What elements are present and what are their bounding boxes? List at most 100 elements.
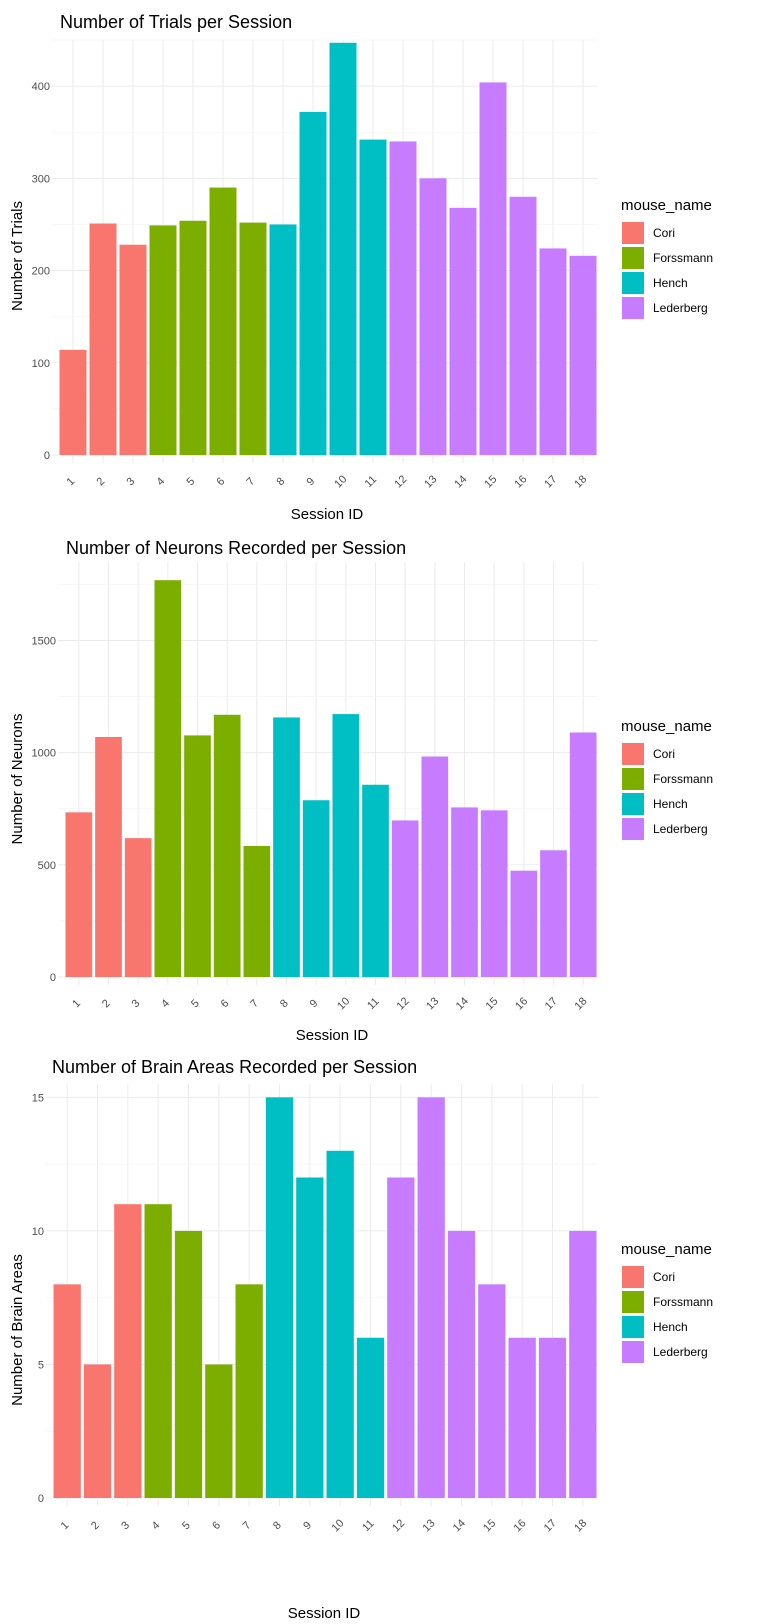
bar-session-12 (389, 141, 417, 455)
bar-session-8 (273, 717, 300, 977)
bar-session-8 (269, 224, 297, 455)
x-tick-label: 5 (189, 997, 202, 1010)
legend-entry-hench: Hench (622, 272, 688, 294)
legend-title: mouse_name (621, 718, 712, 735)
x-tick-label: 5 (180, 1519, 193, 1532)
y-axis-title: Number of Neurons (9, 714, 26, 845)
legend-label: Lederberg (653, 822, 708, 836)
x-tick-label: 17 (542, 1517, 559, 1534)
x-tick-label: 7 (241, 1519, 254, 1532)
x-tick-label: 18 (572, 1517, 589, 1534)
x-tick-label: 1 (59, 1519, 72, 1532)
y-tick-label: 0 (38, 1493, 44, 1505)
bar-session-3 (124, 838, 152, 977)
bar-session-3 (114, 1204, 142, 1498)
legend: mouse_name Cori Forssmann Hench Lederberg (621, 197, 713, 319)
legend-label: Forssmann (653, 251, 713, 265)
x-tick-label: 3 (119, 1519, 132, 1532)
bar-session-13 (419, 178, 447, 456)
legend-swatch (622, 1291, 644, 1313)
bar-session-9 (302, 800, 330, 977)
x-ticks: 1 2 3 4 5 6 7 8 9 10 11 12 13 14 15 16 17 18 (59, 1517, 590, 1534)
x-tick-label: 18 (572, 995, 589, 1012)
bar-session-5 (179, 220, 207, 455)
y-ticks: 0 500 1000 1500 (32, 636, 56, 984)
x-tick-label: 11 (365, 996, 382, 1013)
x-tick-label: 8 (271, 1519, 284, 1532)
legend-entry-forssmann: Forssmann (622, 1291, 713, 1313)
x-tick-label: 12 (392, 473, 409, 490)
x-tick-label: 4 (150, 1519, 163, 1532)
chart-title: Number of Brain Areas Recorded per Sessi… (52, 1060, 417, 1077)
x-tick-label: 15 (482, 473, 499, 490)
bar-session-12 (391, 820, 419, 977)
legend-swatch (622, 1316, 644, 1338)
x-tick-label: 12 (390, 1517, 407, 1534)
x-tick-label: 7 (248, 997, 261, 1010)
bar-session-15 (479, 82, 507, 455)
bar-session-6 (205, 1364, 233, 1498)
bars (53, 1097, 597, 1498)
neurons-chart: Number of Neurons Recorded per Session S… (9, 540, 713, 1044)
x-tick-label: 16 (513, 995, 530, 1012)
legend-swatch (622, 222, 644, 244)
legend-label: Hench (653, 797, 688, 811)
y-tick-label: 300 (32, 173, 50, 185)
bar-session-10 (332, 714, 360, 977)
y-axis-title: Number of Trials (9, 201, 26, 311)
y-tick-label: 5 (38, 1359, 44, 1371)
legend-entry-cori: Cori (622, 743, 675, 765)
bar-session-7 (239, 222, 267, 455)
x-tick-label: 11 (360, 1518, 377, 1535)
chart-title: Number of Trials per Session (60, 12, 292, 32)
legend-label: Forssmann (653, 1295, 713, 1309)
trials-chart: Number of Trials per Session Session ID … (9, 12, 713, 523)
y-tick-label: 100 (32, 358, 50, 370)
x-tick-label: 15 (481, 1517, 498, 1534)
x-tick-label: 10 (329, 1517, 346, 1534)
bar-session-1 (65, 812, 93, 977)
bar-session-11 (356, 1337, 385, 1498)
bar-session-14 (447, 1230, 476, 1498)
bar-session-17 (538, 1337, 567, 1498)
x-tick-label: 15 (483, 995, 500, 1012)
y-tick-label: 400 (32, 81, 50, 93)
x-tick-label: 5 (184, 475, 197, 488)
bar-session-12 (387, 1177, 415, 1498)
x-tick-label: 6 (219, 997, 232, 1010)
x-tick-label: 18 (572, 473, 589, 490)
x-tick-label: 4 (154, 475, 167, 488)
legend-label: Forssmann (653, 772, 713, 786)
x-ticks: 1 2 3 4 5 6 7 8 9 10 11 12 13 14 15 16 17 18 (70, 995, 589, 1012)
bar-session-17 (539, 248, 567, 455)
bar-session-9 (299, 111, 327, 455)
legend: mouse_name Cori Forssmann Hench Lederberg (621, 1241, 713, 1363)
x-tick-label: 1 (64, 475, 77, 488)
x-tick-label: 2 (89, 1519, 102, 1532)
x-tick-label: 13 (424, 995, 441, 1012)
x-tick-label: 7 (244, 475, 257, 488)
bar-session-4 (144, 1204, 172, 1498)
legend: mouse_name Cori Forssmann Hench Lederberg (621, 718, 713, 840)
x-tick-label: 2 (94, 475, 107, 488)
x-tick-label: 16 (511, 1517, 528, 1534)
bar-session-5 (184, 735, 211, 977)
bar-session-16 (509, 196, 537, 455)
bar-session-11 (359, 139, 387, 455)
bar-session-16 (508, 1337, 536, 1498)
bar-session-18 (569, 1230, 597, 1498)
bar-session-7 (243, 845, 271, 977)
legend-title: mouse_name (621, 1241, 712, 1258)
bar-session-18 (569, 255, 597, 455)
legend-label: Lederberg (653, 1345, 708, 1359)
y-tick-label: 0 (50, 972, 56, 984)
x-tick-label: 10 (335, 995, 352, 1012)
bar-session-2 (95, 736, 122, 977)
x-tick-label: 4 (159, 997, 172, 1010)
legend-label: Cori (653, 747, 675, 761)
bar-session-13 (417, 1097, 445, 1498)
legend-swatch (622, 1266, 644, 1288)
bar-session-1 (59, 349, 87, 455)
bar-session-15 (480, 810, 508, 977)
